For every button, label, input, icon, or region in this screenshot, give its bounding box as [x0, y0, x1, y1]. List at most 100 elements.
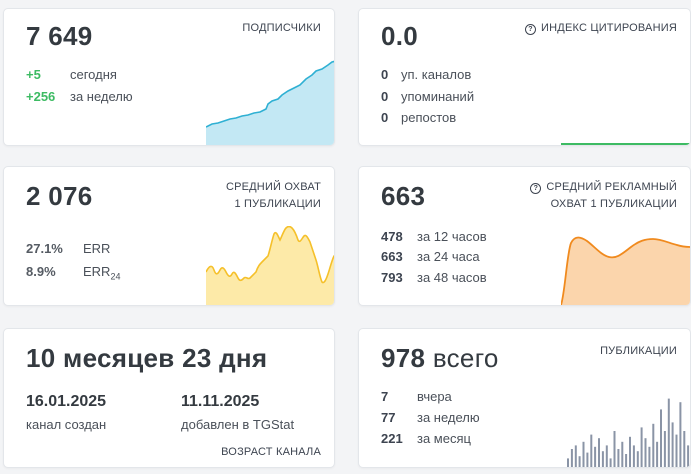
- reach-value: 2 076: [26, 181, 93, 211]
- ad-reach-48h-label: за 48 часов: [417, 270, 487, 285]
- subscribers-week-label: за неделю: [70, 89, 133, 104]
- ad-reach-caption[interactable]: ? СРЕДНИЙ РЕКЛАМНЫЙ ОХВАТ 1 ПУБЛИКАЦИИ: [530, 179, 677, 213]
- publications-card[interactable]: 978 всего ПУБЛИКАЦИИ 7 вчера 77 за недел…: [358, 328, 691, 468]
- publications-bar: [679, 402, 682, 467]
- ad-reach-sparkline[interactable]: [561, 233, 691, 305]
- publications-bar: [640, 427, 643, 467]
- citation-mentions: 0 упоминаний: [381, 88, 474, 106]
- reach-err24-value: 8.9%: [26, 264, 56, 279]
- ad-reach-12h: 478 за 12 часов: [381, 228, 487, 246]
- publications-bar: [578, 456, 581, 467]
- reach-caption-line-1: СРЕДНИЙ ОХВАТ: [225, 181, 321, 193]
- reach-caption: СРЕДНИЙ ОХВАТ 1 ПУБЛИКАЦИИ: [226, 179, 321, 213]
- citation-mentions-label: упоминаний: [401, 89, 475, 104]
- ad-reach-card[interactable]: 663 ? СРЕДНИЙ РЕКЛАМНЫЙ ОХВАТ 1 ПУБЛИКАЦИ…: [358, 166, 691, 306]
- reach-card[interactable]: 2 076 СРЕДНИЙ ОХВАТ 1 ПУБЛИКАЦИИ 27.1% E…: [3, 166, 335, 306]
- ad-reach-12h-label: за 12 часов: [417, 229, 487, 244]
- publications-bar: [632, 445, 635, 467]
- publications-bar: [590, 434, 593, 467]
- subscribers-today-value: +5: [26, 67, 41, 82]
- citation-card[interactable]: 0.0 ? ИНДЕКС ЦИТИРОВАНИЯ 0 уп. каналов 0 …: [358, 8, 691, 146]
- citation-reposts-label: репостов: [401, 110, 457, 125]
- publications-week: 77 за неделю: [381, 409, 480, 427]
- subscribers-week-value: +256: [26, 89, 56, 104]
- channel-age-caption: ВОЗРАСТ КАНАЛА: [221, 446, 321, 458]
- citation-reposts: 0 репостов: [381, 109, 456, 127]
- reach-err-value: 27.1%: [26, 241, 63, 256]
- citation-caption[interactable]: ? ИНДЕКС ЦИТИРОВАНИЯ: [525, 20, 677, 37]
- ad-reach-48h-value: 793: [381, 270, 403, 285]
- publications-bar: [667, 398, 670, 467]
- ad-reach-48h: 793 за 48 часов: [381, 269, 487, 287]
- publications-bar: [613, 431, 616, 467]
- channel-age-card[interactable]: 10 месяцев 23 дня 16.01.2025 канал созда…: [3, 328, 335, 468]
- citation-channels-value: 0: [381, 67, 389, 82]
- publications-bar-chart[interactable]: [566, 395, 690, 467]
- publications-bar: [687, 445, 690, 467]
- ad-reach-sparkline-area: [561, 237, 690, 305]
- ad-reach-sparkline-line: [561, 236, 690, 305]
- subscribers-count: 7 649: [26, 21, 93, 51]
- reach-err24-label-text: ERR: [83, 264, 111, 279]
- reach-err: 27.1% ERR: [26, 240, 110, 258]
- ad-reach-caption-line-2: ОХВАТ 1 ПУБЛИКАЦИИ: [550, 198, 677, 210]
- subscribers-today: +5 сегодня: [26, 66, 117, 84]
- publications-caption: ПУБЛИКАЦИИ: [600, 345, 677, 357]
- reach-err-label: ERR: [83, 241, 111, 256]
- reach-sparkline-line: [206, 226, 334, 284]
- ad-reach-24h-label: за 24 часа: [417, 249, 480, 264]
- reach-sparkline[interactable]: [206, 226, 335, 306]
- subscribers-week: +256 за неделю: [26, 88, 133, 106]
- citation-channels: 0 уп. каналов: [381, 66, 471, 84]
- created-date: 16.01.2025: [26, 393, 107, 410]
- citation-channels-label: уп. каналов: [401, 67, 472, 82]
- ad-reach-caption-line-1: ? СРЕДНИЙ РЕКЛАМНЫЙ: [530, 179, 677, 196]
- question-circle-icon[interactable]: ?: [525, 24, 537, 35]
- publications-bar: [586, 452, 589, 467]
- publications-bar: [582, 441, 585, 467]
- publications-bar: [660, 409, 662, 467]
- publications-bar: [629, 436, 631, 467]
- publications-month: 221 за месяц: [381, 430, 471, 448]
- subscribers-today-label: сегодня: [70, 67, 117, 82]
- subscribers-sparkline[interactable]: [206, 57, 335, 146]
- reach-err24-label-sub: 24: [110, 271, 121, 282]
- ad-reach-12h-value: 478: [381, 229, 403, 244]
- publications-month-label: за месяц: [417, 431, 471, 446]
- publications-bar: [648, 446, 651, 467]
- channel-age-value: 10 месяцев 23 дня: [26, 343, 268, 373]
- ad-reach-value: 663: [381, 181, 426, 211]
- citation-caption-text: ИНДЕКС ЦИТИРОВАНИЯ: [541, 22, 677, 34]
- citation-index-value: 0.0: [381, 21, 419, 51]
- publications-bar: [567, 458, 569, 467]
- publications-week-label: за неделю: [417, 410, 480, 425]
- subscribers-sparkline-area: [206, 61, 334, 145]
- citation-sparkline[interactable]: [561, 141, 691, 146]
- question-circle-icon[interactable]: ?: [530, 183, 542, 194]
- subscribers-card[interactable]: 7 649 ПОДПИСЧИКИ +5 сегодня +256 за неде…: [3, 8, 335, 146]
- publications-bar: [601, 451, 604, 467]
- ad-reach-24h: 663 за 24 часа: [381, 248, 480, 266]
- publications-month-value: 221: [381, 431, 403, 446]
- publications-total-suffix: всего: [432, 343, 499, 373]
- publications-bar: [574, 445, 577, 467]
- publications-bar: [652, 423, 655, 467]
- added-label: добавлен в TGStat: [181, 417, 295, 432]
- reach-sparkline-area: [206, 226, 334, 305]
- publications-yesterday-label: вчера: [417, 389, 452, 404]
- publications-yesterday-value: 7: [381, 389, 389, 404]
- publications-yesterday: 7 вчера: [381, 388, 452, 406]
- publications-bar: [671, 422, 674, 467]
- publications-bar: [605, 445, 608, 467]
- publications-bar: [675, 434, 678, 467]
- publications-bar: [625, 454, 628, 467]
- ad-reach-24h-value: 663: [381, 249, 403, 264]
- added-date: 11.11.2025: [181, 393, 260, 410]
- citation-mentions-value: 0: [381, 89, 389, 104]
- publications-bar: [598, 438, 600, 467]
- reach-err24: 8.9% ERR24: [26, 263, 120, 282]
- publications-bar: [621, 441, 624, 467]
- publications-bar: [594, 446, 597, 467]
- publications-bar: [617, 449, 620, 467]
- publications-week-value: 77: [381, 410, 396, 425]
